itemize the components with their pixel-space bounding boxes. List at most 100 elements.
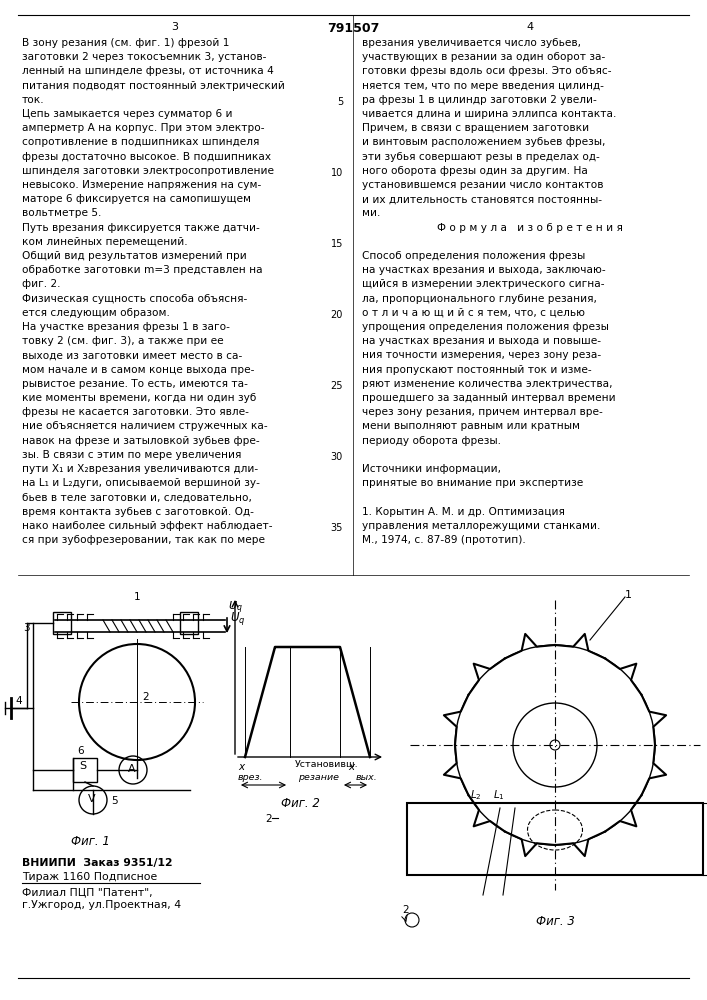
Text: $L_2$: $L_2$ [470, 788, 481, 802]
Text: вольтметре 5.: вольтметре 5. [22, 208, 101, 218]
Text: о т л и ч а ю щ и й с я тем, что, с целью: о т л и ч а ю щ и й с я тем, что, с цель… [362, 308, 585, 318]
Text: мени выполняют равным или кратным: мени выполняют равным или кратным [362, 421, 580, 431]
Text: Фиг. 1: Фиг. 1 [71, 835, 110, 848]
Text: пути X₁ и X₂врезания увеличиваются дли-: пути X₁ и X₂врезания увеличиваются дли- [22, 464, 258, 474]
Text: фрезы не касается заготовки. Это явле-: фрезы не касается заготовки. Это явле- [22, 407, 249, 417]
Text: эти зубья совершают резы в пределах од-: эти зубья совершают резы в пределах од- [362, 152, 600, 162]
Text: ния пропускают постоянный ток и изме-: ния пропускают постоянный ток и изме- [362, 365, 592, 375]
Text: выходе из заготовки имеет место в са-: выходе из заготовки имеет место в са- [22, 350, 243, 360]
Text: на участках врезания и выхода и повыше-: на участках врезания и выхода и повыше- [362, 336, 601, 346]
Text: врез.: врез. [238, 773, 264, 782]
Text: Способ определения положения фрезы: Способ определения положения фрезы [362, 251, 585, 261]
Text: М., 1974, с. 87-89 (прототип).: М., 1974, с. 87-89 (прототип). [362, 535, 526, 545]
Text: 15: 15 [331, 239, 343, 249]
Text: Фиг. 3: Фиг. 3 [536, 915, 574, 928]
Text: управления металлорежущими станками.: управления металлорежущими станками. [362, 521, 600, 531]
Text: прошедшего за заданный интервал времени: прошедшего за заданный интервал времени [362, 393, 616, 403]
Text: ВНИИПИ  Заказ 9351/12: ВНИИПИ Заказ 9351/12 [22, 858, 173, 868]
Text: ряют изменение количества электричества,: ряют изменение количества электричества, [362, 379, 612, 389]
Text: невысоко. Измерение напряжения на сум-: невысоко. Измерение напряжения на сум- [22, 180, 262, 190]
Text: чивается длина и ширина эллипса контакта.: чивается длина и ширина эллипса контакта… [362, 109, 617, 119]
Text: ра фрезы 1 в цилиндр заготовки 2 увели-: ра фрезы 1 в цилиндр заготовки 2 увели- [362, 95, 597, 105]
Text: 6: 6 [77, 746, 83, 756]
Text: принятые во внимание при экспертизе: принятые во внимание при экспертизе [362, 478, 583, 488]
Text: щийся в измерении электрического сигна-: щийся в измерении электрического сигна- [362, 279, 604, 289]
Text: Тираж 1160 Подписное: Тираж 1160 Подписное [22, 872, 157, 882]
Text: 3: 3 [23, 623, 30, 633]
Text: рывистое резание. То есть, имеются та-: рывистое резание. То есть, имеются та- [22, 379, 248, 389]
Text: ется следующим образом.: ется следующим образом. [22, 308, 170, 318]
Text: амперметр А на корпус. При этом электро-: амперметр А на корпус. При этом электро- [22, 123, 264, 133]
Text: фиг. 2.: фиг. 2. [22, 279, 61, 289]
Text: шпинделя заготовки электросопротивление: шпинделя заготовки электросопротивление [22, 166, 274, 176]
Text: обработке заготовки m=3 представлен на: обработке заготовки m=3 представлен на [22, 265, 262, 275]
Text: ла, пропорционального глубине резания,: ла, пропорционального глубине резания, [362, 294, 597, 304]
Text: ния точности измерения, через зону реза-: ния точности измерения, через зону реза- [362, 350, 601, 360]
Text: ного оборота фрезы один за другим. На: ного оборота фрезы один за другим. На [362, 166, 588, 176]
Text: заготовки 2 через токосъемник 3, установ-: заготовки 2 через токосъемник 3, установ… [22, 52, 267, 62]
Text: 35: 35 [331, 523, 343, 533]
Text: бьев в теле заготовки и, следовательно,: бьев в теле заготовки и, следовательно, [22, 492, 252, 502]
Text: Физическая сущность способа объясня-: Физическая сущность способа объясня- [22, 294, 247, 304]
Text: маторе 6 фиксируется на самопишущем: маторе 6 фиксируется на самопишущем [22, 194, 251, 204]
Text: ми.: ми. [362, 208, 380, 218]
Text: Филиал ПЦП "Патент",: Филиал ПЦП "Патент", [22, 887, 153, 897]
Text: Цепь замыкается через сумматор 6 и: Цепь замыкается через сумматор 6 и [22, 109, 233, 119]
Text: 2: 2 [142, 692, 148, 702]
Text: ние объясняется наличием стружечных ка-: ние объясняется наличием стружечных ка- [22, 421, 268, 431]
Text: сопротивление в подшипниках шпинделя: сопротивление в подшипниках шпинделя [22, 137, 259, 147]
Text: врезания увеличивается число зубьев,: врезания увеличивается число зубьев, [362, 38, 581, 48]
Text: 10: 10 [331, 168, 343, 178]
Text: нако наиболее сильный эффект наблюдает-: нако наиболее сильный эффект наблюдает- [22, 521, 272, 531]
Text: Причем, в связи с вращением заготовки: Причем, в связи с вращением заготовки [362, 123, 589, 133]
Text: S: S [79, 761, 86, 771]
Text: 791507: 791507 [327, 22, 379, 35]
Text: Установивш.: Установивш. [295, 760, 358, 769]
Text: через зону резания, причем интервал вре-: через зону резания, причем интервал вре- [362, 407, 603, 417]
Text: г.Ужгород, ул.Проектная, 4: г.Ужгород, ул.Проектная, 4 [22, 900, 181, 910]
Text: Путь врезания фиксируется также датчи-: Путь врезания фиксируется также датчи- [22, 223, 259, 233]
Text: В зону резания (см. фиг. 1) фрезой 1: В зону резания (см. фиг. 1) фрезой 1 [22, 38, 229, 48]
Text: Источники информации,: Источники информации, [362, 464, 501, 474]
Text: 2: 2 [265, 814, 271, 824]
Text: $U_q$: $U_q$ [230, 610, 245, 627]
Text: 5: 5 [337, 97, 343, 107]
Text: ком линейных перемещений.: ком линейных перемещений. [22, 237, 187, 247]
Text: На участке врезания фрезы 1 в заго-: На участке врезания фрезы 1 в заго- [22, 322, 230, 332]
Text: 4: 4 [15, 696, 22, 706]
Text: няется тем, что по мере введения цилинд-: няется тем, что по мере введения цилинд- [362, 81, 604, 91]
Text: и винтовым расположением зубьев фрезы,: и винтовым расположением зубьев фрезы, [362, 137, 605, 147]
Text: кие моменты времени, когда ни один зуб: кие моменты времени, когда ни один зуб [22, 393, 257, 403]
Text: ленный на шпинделе фрезы, от источника 4: ленный на шпинделе фрезы, от источника 4 [22, 66, 274, 76]
Text: резание: резание [298, 773, 339, 782]
Text: Фиг. 2: Фиг. 2 [281, 797, 320, 810]
Text: на участках врезания и выхода, заключаю-: на участках врезания и выхода, заключаю- [362, 265, 606, 275]
Text: $L_1$: $L_1$ [493, 788, 505, 802]
Text: установившемся резании число контактов: установившемся резании число контактов [362, 180, 604, 190]
Text: 5: 5 [111, 796, 117, 806]
Text: 30: 30 [331, 452, 343, 462]
Text: 1: 1 [134, 592, 140, 602]
Text: вых.: вых. [356, 773, 378, 782]
Text: ся при зубофрезеровании, так как по мере: ся при зубофрезеровании, так как по мере [22, 535, 265, 545]
Text: A: A [128, 764, 136, 774]
Text: ток.: ток. [22, 95, 45, 105]
Text: зы. В связи с этим по мере увеличения: зы. В связи с этим по мере увеличения [22, 450, 241, 460]
Text: 4: 4 [527, 22, 534, 32]
Text: питания подводят постоянный электрический: питания подводят постоянный электрически… [22, 81, 285, 91]
Text: 1. Корытин А. М. и др. Оптимизация: 1. Корытин А. М. и др. Оптимизация [362, 507, 565, 517]
Text: и их длительность становятся постоянны-: и их длительность становятся постоянны- [362, 194, 602, 204]
Text: время контакта зубьев с заготовкой. Од-: время контакта зубьев с заготовкой. Од- [22, 507, 254, 517]
Text: 2: 2 [402, 905, 409, 915]
Text: упрощения определения положения фрезы: упрощения определения положения фрезы [362, 322, 609, 332]
Text: периоду оборота фрезы.: периоду оборота фрезы. [362, 436, 501, 446]
Text: x: x [348, 762, 354, 772]
Text: $U_q$: $U_q$ [228, 600, 243, 616]
Text: готовки фрезы вдоль оси фрезы. Это объяс-: готовки фрезы вдоль оси фрезы. Это объяс… [362, 66, 612, 76]
Text: 3: 3 [172, 22, 178, 32]
Text: V: V [88, 794, 95, 804]
Text: навок на фрезе и затыловкой зубьев фре-: навок на фрезе и затыловкой зубьев фре- [22, 436, 259, 446]
Text: Общий вид результатов измерений при: Общий вид результатов измерений при [22, 251, 247, 261]
Text: товку 2 (см. фиг. 3), а также при ее: товку 2 (см. фиг. 3), а также при ее [22, 336, 223, 346]
Text: Ф о р м у л а   и з о б р е т е н и я: Ф о р м у л а и з о б р е т е н и я [437, 223, 623, 233]
